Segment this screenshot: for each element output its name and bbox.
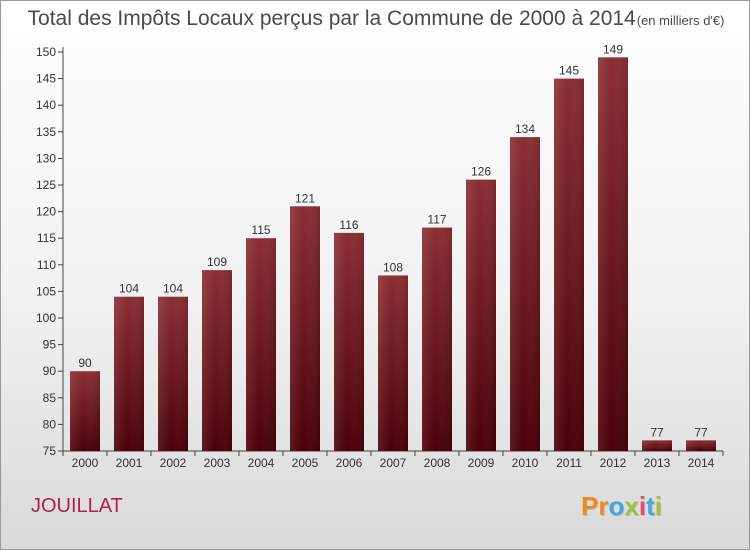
x-tick-label: 2011: [556, 456, 582, 470]
bar-shine-2001: [114, 296, 144, 451]
value-label-2004: 115: [251, 223, 270, 237]
bars: [70, 57, 716, 451]
logo-letter: i: [638, 491, 647, 521]
x-tick-label: 2004: [248, 456, 275, 470]
value-label-2014: 77: [694, 425, 708, 439]
value-label-2000: 90: [78, 356, 92, 370]
bar-shine-2008: [422, 227, 452, 451]
x-tick-label: 2007: [380, 456, 407, 470]
x-tick-label: 2006: [336, 456, 363, 470]
value-label-2002: 104: [163, 282, 183, 296]
value-label-2012: 149: [603, 42, 623, 56]
chart-title: Total des Impôts Locaux perçus par la Co…: [1, 7, 749, 31]
bar-shine-2013: [642, 440, 672, 451]
value-labels: 90 104 104 109 115 121 116 108 117 126 134 145 149 77…: [78, 42, 708, 439]
x-tick-label: 2013: [644, 456, 671, 470]
bar-shine-2003: [202, 270, 232, 451]
bar-shine-2005: [290, 206, 320, 451]
value-label-2013: 77: [650, 425, 664, 439]
logo-letter: r: [598, 491, 609, 521]
bar-shine-2011: [554, 78, 584, 451]
logo-letter: x: [624, 491, 639, 521]
bar-shine-2002: [158, 296, 188, 451]
x-tick-label: 2008: [424, 456, 451, 470]
x-axis: 2000 2001 2002 2003 2004 2005 2006 2007 2008 2009…: [62, 450, 724, 470]
x-tick-label: 2001: [116, 456, 143, 470]
proxiti-logo: Proxiti: [581, 491, 662, 522]
logo-letter: i: [654, 491, 662, 521]
x-tick-label: 2014: [688, 456, 715, 470]
x-tick-label: 2005: [292, 456, 319, 470]
logo-letter: t: [646, 491, 655, 521]
value-label-2011: 145: [559, 64, 579, 78]
y-tick-label: 135: [36, 125, 56, 139]
chart-title-unit: (en milliers d'€): [636, 13, 725, 28]
y-tick-label: 75: [43, 444, 57, 458]
y-tick-label: 130: [36, 151, 56, 165]
y-tick-label: 105: [36, 284, 56, 298]
bar-shine-2010: [510, 137, 540, 451]
y-axis: 75 80 85 90 95 100 105 110 115 120 125 130 135 140 145…: [36, 45, 64, 458]
x-tick-label: 2003: [204, 456, 231, 470]
y-tick-label: 115: [37, 231, 56, 245]
y-tick-label: 95: [43, 338, 57, 352]
y-tick-label: 120: [36, 205, 56, 219]
y-tick-label: 125: [36, 178, 56, 192]
value-label-2003: 109: [207, 255, 227, 269]
bar-shine-2012: [598, 57, 628, 451]
bar-shine-2007: [378, 275, 408, 451]
y-tick-label: 145: [36, 72, 56, 86]
y-tick-label: 85: [43, 391, 57, 405]
x-tick-label: 2002: [160, 456, 187, 470]
value-label-2005: 121: [295, 191, 315, 205]
bar-shine-2004: [246, 238, 276, 451]
x-tick-label: 2010: [512, 456, 539, 470]
value-label-2009: 126: [471, 165, 491, 179]
bar-shine-2000: [70, 371, 100, 451]
y-tick-label: 140: [36, 98, 56, 112]
y-tick-label: 100: [36, 311, 56, 325]
y-tick-label: 80: [43, 417, 57, 431]
logo-letter: P: [581, 491, 599, 521]
y-tick-label: 150: [36, 45, 56, 59]
value-label-2008: 117: [427, 213, 446, 227]
value-label-2006: 116: [339, 218, 358, 232]
bar-shine-2014: [686, 440, 716, 451]
commune-name: JOUILLAT: [31, 495, 123, 517]
logo-letter: o: [608, 491, 625, 521]
value-label-2001: 104: [119, 282, 139, 296]
value-label-2007: 108: [383, 260, 403, 274]
bar-shine-2009: [466, 179, 496, 451]
bar-shine-2006: [334, 232, 364, 451]
x-tick-label: 2009: [468, 456, 495, 470]
chart-title-main: Total des Impôts Locaux perçus par la Co…: [27, 7, 636, 30]
y-tick-label: 90: [43, 364, 57, 378]
x-tick-label: 2000: [72, 456, 99, 470]
x-tick-label: 2012: [600, 456, 627, 470]
y-tick-label: 110: [37, 258, 56, 272]
value-label-2010: 134: [515, 122, 535, 136]
